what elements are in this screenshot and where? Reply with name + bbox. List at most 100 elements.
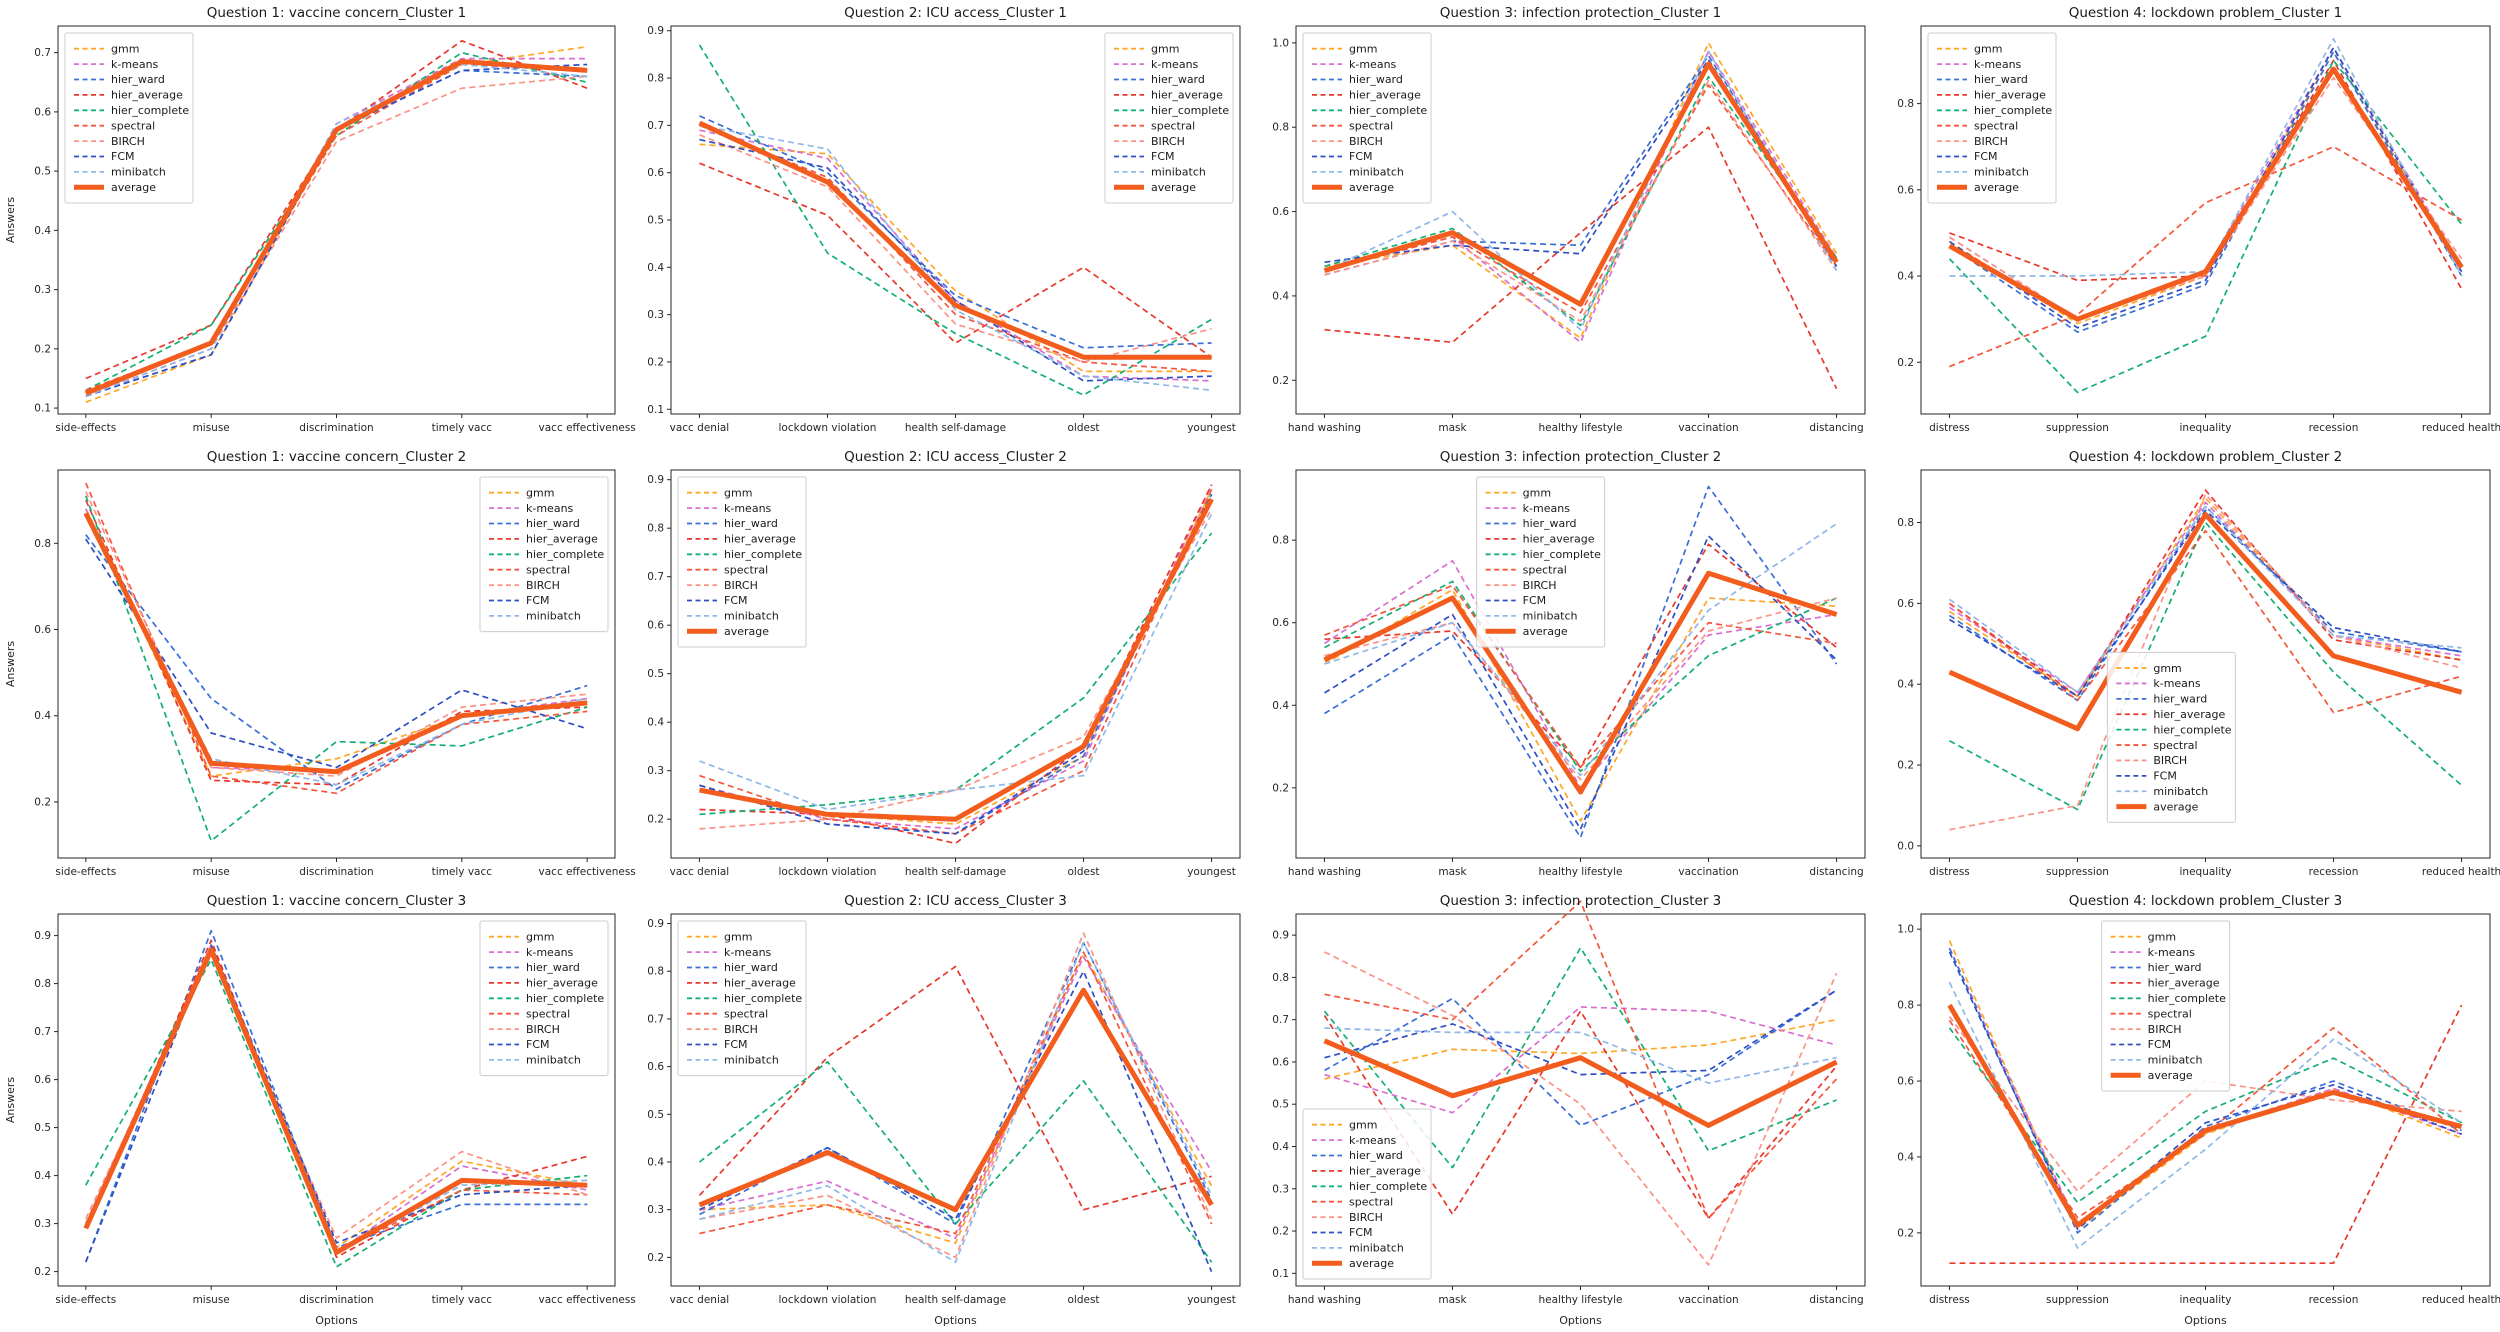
chart-title: Question 2: ICU access_Cluster 3 <box>844 893 1067 909</box>
legend-label: spectral <box>2148 1007 2192 1020</box>
y-tick-label: 0.4 <box>34 225 51 237</box>
legend-label: hier_average <box>724 977 796 990</box>
x-axis-label: Options <box>1559 1314 1602 1327</box>
legend-label: k-means <box>1349 1134 1397 1147</box>
y-tick-label: 0.9 <box>647 918 664 930</box>
x-tick-label: oldest <box>1067 866 1099 878</box>
legend-box <box>64 32 194 204</box>
legend-box <box>479 476 609 633</box>
x-tick-label: misuse <box>193 1294 230 1306</box>
y-tick-label: 0.8 <box>1272 535 1289 547</box>
y-tick-label: 0.2 <box>1272 375 1289 387</box>
x-tick-label: vacc denial <box>670 866 730 878</box>
legend: gmm k-means hier_ward hier_average hier_comp… <box>479 476 609 633</box>
series-line-k-means <box>1949 501 2462 694</box>
legend-label: hier_ward <box>1349 73 1403 86</box>
legend-label: k-means <box>111 58 159 71</box>
legend: gmm k-means hier_ward hier_average hier_comp… <box>1302 32 1432 204</box>
x-tick-label: inequality <box>2180 866 2232 878</box>
legend-label: hier_complete <box>111 104 189 117</box>
y-tick-label: 0.3 <box>647 1204 664 1216</box>
series-line-average <box>698 120 1212 360</box>
subplot-q3-cluster1: Question 3: infection protection_Cluster… <box>1250 0 1875 444</box>
chart-title: Question 4: lockdown problem_Cluster 2 <box>2068 449 2343 465</box>
legend-label: BIRCH <box>111 135 145 148</box>
legend-label: average <box>1349 181 1394 194</box>
series-line-FCM <box>1324 535 1838 830</box>
legend-box <box>1104 32 1234 204</box>
chart-canvas: 0.2 0.4 0.6 0.8 1.0 distress suppression inequa… <box>1897 913 2500 1327</box>
series-line-hier_ward <box>699 115 1212 349</box>
x-tick-label: vacc effectiveness <box>539 866 636 878</box>
legend-label: FCM <box>1349 150 1373 163</box>
subplot-q2-cluster3: Question 2: ICU access_Cluster 3 0.2 0.3 0.… <box>625 888 1250 1332</box>
x-tick-label: oldest <box>1067 1294 1099 1306</box>
legend-label: hier_ward <box>1974 73 2028 86</box>
x-tick-label: reduced health <box>2422 1294 2500 1306</box>
legend-label: BIRCH <box>2153 754 2187 767</box>
x-tick-label: vaccination <box>1678 1294 1738 1306</box>
legend-label: k-means <box>2148 946 2196 959</box>
y-tick-label: 0.9 <box>647 474 664 486</box>
legend-label: minibatch <box>1349 1242 1404 1255</box>
legend-label: average <box>1151 181 1196 194</box>
legend-label: k-means <box>526 946 574 959</box>
y-tick-label: 0.4 <box>1272 290 1289 302</box>
y-tick-label: 0.2 <box>647 356 664 368</box>
y-tick-label: 0.4 <box>647 1157 664 1169</box>
x-tick-label: vacc effectiveness <box>539 1294 636 1306</box>
series-line-hier_ward <box>1324 989 1838 1127</box>
chart-canvas: 0.2 0.3 0.4 0.5 0.6 0.7 0.8 0.9 vacc denial lockd… <box>647 913 1241 1327</box>
legend-label: k-means <box>2153 677 2201 690</box>
x-tick-label: vacc denial <box>670 1294 730 1306</box>
series-line-gmm <box>699 951 1213 1244</box>
series-line-minibatch <box>699 124 1212 392</box>
series-line-hier_average <box>85 939 588 1259</box>
legend-label: hier_ward <box>1151 73 1205 86</box>
legend-label: spectral <box>1349 1195 1393 1208</box>
series-line-FCM <box>699 138 1212 382</box>
series-line-spectral <box>1948 529 2462 714</box>
chart-title: Question 4: lockdown problem_Cluster 1 <box>2068 5 2343 21</box>
legend: gmm k-means hier_ward hier_average hier_comp… <box>677 920 807 1077</box>
series-line-average <box>83 947 588 1255</box>
x-tick-label: health self-damage <box>905 1294 1006 1306</box>
series-line-hier_complete <box>1948 59 2463 394</box>
x-tick-label: lockdown violation <box>779 1294 877 1306</box>
subplot-q4-cluster2: Question 4: lockdown problem_Cluster 2 0.… <box>1875 444 2500 888</box>
legend-label: minibatch <box>1974 166 2029 179</box>
series-line-average <box>84 59 588 396</box>
series-line-hier_ward <box>699 941 1213 1225</box>
y-tick-label: 0.4 <box>34 710 51 722</box>
legend-label: spectral <box>724 1007 768 1020</box>
legend-label: hier_average <box>1349 89 1421 102</box>
legend-label: spectral <box>1151 119 1195 132</box>
y-tick-label: 0.1 <box>1272 1268 1289 1280</box>
legend-label: hier_ward <box>1349 1149 1403 1162</box>
subplot-q1-cluster1: Question 1: vaccine concern_Cluster 1 0.1… <box>0 0 636 444</box>
series-line-gmm <box>1949 497 2462 698</box>
x-tick-label: misuse <box>193 866 230 878</box>
x-tick-label: side-effects <box>55 422 116 434</box>
y-tick-label: 0.8 <box>34 538 51 550</box>
y-tick-label: 0.4 <box>34 1170 51 1182</box>
legend-box <box>1476 476 1606 648</box>
legend-label: hier_ward <box>724 961 778 974</box>
chart-canvas: 0.2 0.4 0.6 0.8 distress suppression inequalit… <box>1897 25 2500 434</box>
legend-label: minibatch <box>1349 166 1404 179</box>
legend-label: hier_average <box>1523 533 1595 546</box>
x-tick-label: lockdown violation <box>779 422 877 434</box>
legend: gmm k-means hier_ward hier_average hier_comp… <box>1927 32 2057 204</box>
legend-label: average <box>1349 1257 1394 1270</box>
x-tick-label: health self-damage <box>905 866 1006 878</box>
legend-label: FCM <box>1151 150 1175 163</box>
series-line-minibatch <box>699 513 1213 811</box>
legend-label: FCM <box>1523 594 1547 607</box>
x-tick-label: reduced health <box>2422 866 2500 878</box>
x-tick-label: youngest <box>1187 422 1236 434</box>
x-tick-label: discrimination <box>299 866 373 878</box>
legend-label: hier_average <box>526 533 598 546</box>
x-tick-label: youngest <box>1187 1294 1236 1306</box>
series-line-hier_complete <box>85 495 588 842</box>
legend: gmm k-means hier_ward hier_average hier_comp… <box>1104 32 1234 204</box>
